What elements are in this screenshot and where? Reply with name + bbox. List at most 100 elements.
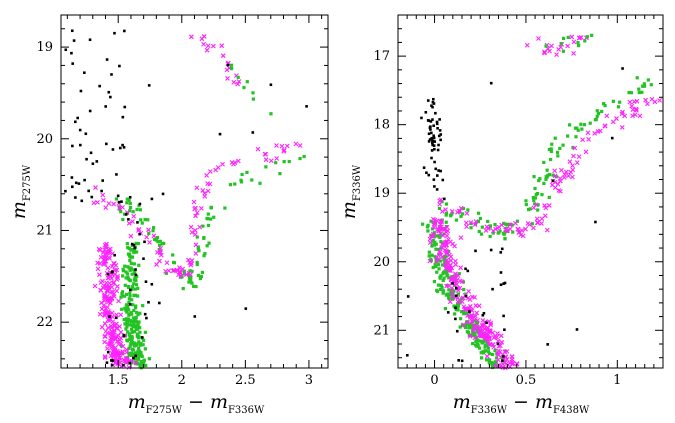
data-point-first-generation xyxy=(120,290,125,294)
data-point-second-generation xyxy=(544,227,550,233)
x-tick-label: 0.5 xyxy=(516,373,537,388)
data-point-other xyxy=(503,281,507,285)
data-point-second-generation xyxy=(105,265,111,271)
data-point-second-generation xyxy=(634,107,639,113)
data-point-second-generation xyxy=(570,167,576,173)
data-point-second-generation xyxy=(199,36,205,42)
data-point-first-generation xyxy=(127,266,131,270)
data-point-other xyxy=(433,140,437,143)
data-point-second-generation xyxy=(627,99,633,105)
data-point-other xyxy=(432,124,436,128)
data-point-first-generation xyxy=(138,352,142,356)
data-point-second-generation xyxy=(205,43,211,49)
data-point-other xyxy=(442,197,446,201)
data-point-second-generation xyxy=(205,188,211,194)
data-point-second-generation xyxy=(558,188,563,194)
data-point-first-generation xyxy=(649,83,653,87)
data-point-other xyxy=(420,116,423,120)
data-point-other xyxy=(71,62,75,65)
data-point-first-generation xyxy=(205,216,209,221)
data-point-other xyxy=(128,361,132,365)
data-point-first-generation xyxy=(124,308,128,312)
data-point-second-generation xyxy=(484,224,490,230)
data-point-second-generation xyxy=(459,279,465,285)
data-point-second-generation xyxy=(111,347,117,353)
data-point-first-generation xyxy=(138,208,143,212)
data-point-other xyxy=(435,188,439,191)
data-point-other xyxy=(90,195,94,199)
data-point-other xyxy=(269,83,273,87)
data-point-other xyxy=(437,143,440,147)
data-point-second-generation xyxy=(103,251,109,256)
data-point-other xyxy=(594,220,597,224)
data-point-first-generation xyxy=(274,161,278,165)
data-point-other xyxy=(145,316,148,320)
data-point-first-generation xyxy=(476,211,481,215)
data-point-second-generation xyxy=(558,44,564,50)
data-point-second-generation xyxy=(476,326,482,331)
data-point-first-generation xyxy=(429,257,433,261)
data-point-second-generation xyxy=(459,299,465,305)
data-point-other xyxy=(406,295,410,298)
data-point-other xyxy=(438,129,442,132)
data-point-second-generation xyxy=(95,199,100,205)
data-point-second-generation xyxy=(586,136,591,142)
data-point-first-generation xyxy=(114,197,119,201)
data-point-first-generation xyxy=(435,234,439,238)
data-point-first-generation xyxy=(456,302,461,306)
data-point-second-generation xyxy=(136,228,141,233)
data-point-second-generation xyxy=(465,313,470,319)
data-point-other xyxy=(98,84,101,88)
left-ylabel: mF275W xyxy=(8,164,33,219)
data-point-second-generation xyxy=(580,137,586,143)
data-point-first-generation xyxy=(566,35,570,40)
data-point-first-generation xyxy=(128,335,132,339)
data-point-first-generation xyxy=(553,136,557,140)
data-point-second-generation xyxy=(495,357,501,363)
data-point-second-generation xyxy=(523,226,528,232)
data-point-first-generation xyxy=(126,252,131,256)
data-point-first-generation xyxy=(136,349,140,353)
data-point-first-generation xyxy=(264,165,268,169)
data-point-second-generation xyxy=(100,192,106,198)
data-point-other xyxy=(501,359,504,362)
data-point-first-generation xyxy=(126,245,130,250)
data-point-first-generation xyxy=(477,346,482,350)
data-point-second-generation xyxy=(507,222,513,228)
data-point-second-generation xyxy=(189,229,195,235)
data-point-first-generation xyxy=(132,344,136,348)
data-point-first-generation xyxy=(473,333,477,338)
data-point-other xyxy=(610,136,614,140)
data-point-second-generation xyxy=(439,224,444,230)
data-point-other xyxy=(88,38,92,42)
data-point-first-generation xyxy=(134,319,138,323)
data-point-first-generation xyxy=(434,242,438,246)
data-point-second-generation xyxy=(102,298,107,304)
data-point-first-generation xyxy=(454,308,458,312)
data-point-other xyxy=(439,138,442,142)
data-point-first-generation xyxy=(239,178,243,182)
data-point-first-generation xyxy=(551,173,555,177)
data-point-other xyxy=(435,174,439,177)
data-point-first-generation xyxy=(146,218,150,222)
data-point-second-generation xyxy=(595,129,601,134)
data-point-first-generation xyxy=(130,287,134,291)
data-point-other xyxy=(503,328,506,332)
data-point-other xyxy=(64,189,67,193)
data-point-first-generation xyxy=(544,44,548,48)
data-point-first-generation xyxy=(498,229,502,233)
data-point-first-generation xyxy=(447,288,451,292)
data-point-other xyxy=(430,149,434,152)
data-point-second-generation xyxy=(102,339,107,345)
data-point-first-generation xyxy=(437,252,441,256)
data-point-first-generation xyxy=(123,322,127,326)
left-xlabel-symbol: m xyxy=(128,391,146,413)
data-point-second-generation xyxy=(204,172,209,178)
data-point-other xyxy=(432,134,435,138)
data-point-first-generation xyxy=(443,254,447,258)
data-point-other xyxy=(78,128,82,132)
data-point-first-generation xyxy=(483,349,487,353)
data-point-second-generation xyxy=(111,201,117,207)
data-point-first-generation xyxy=(121,267,125,271)
data-point-second-generation xyxy=(204,47,210,53)
